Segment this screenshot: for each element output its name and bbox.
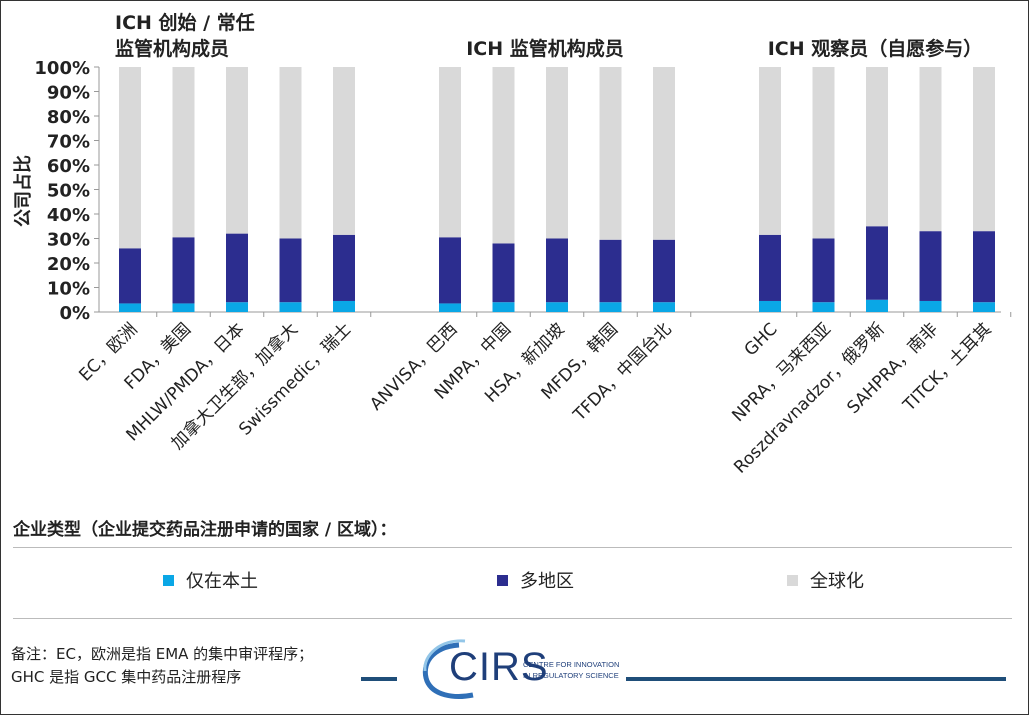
y-tick-label: 90% [47,83,90,104]
bar-segment-multiregion [119,248,141,304]
bar-segment-multiregion [279,238,302,303]
logo-rule-right [626,677,1006,681]
bar-segment-domestic [546,302,568,312]
bar-segment-multiregion [866,226,888,300]
y-tick-label: 50% [47,181,90,202]
x-tick-label: NPRA，马来西亚 [728,319,835,426]
legend-label-multiregion: 多地区 [520,571,574,592]
bar-segment-global [759,67,781,235]
y-axis-title: 公司占比 [12,155,34,227]
legend-swatch-domestic [163,574,174,586]
logo-swoosh-icon [422,639,474,699]
footnote-line-1: 备注：EC，欧洲是指 EMA 的集中审评程序； [11,645,314,663]
stacked-bar-chart: 0%10%20%30%40%50%60%70%80%90%100%公司占比EC，… [12,11,1012,478]
bar-segment-domestic [172,303,195,312]
bar-segment-multiregion [492,243,515,303]
y-tick-label: 0% [59,303,90,324]
bar-segment-global [226,67,248,234]
bar-segment-domestic [279,302,302,312]
group-title: 监管机构成员 [115,37,229,60]
legend-item-global: 全球化 [787,567,864,593]
y-tick-label: 70% [47,132,90,153]
legend-swatch-multiregion [497,574,508,586]
bar-segment-domestic [919,300,942,312]
bar-segment-multiregion [599,239,622,303]
bar-segment-domestic [439,303,461,312]
bar-segment-global [812,67,835,239]
y-tick-label: 10% [47,279,90,300]
bar-segment-global [973,67,995,232]
footnote: 备注：EC，欧洲是指 EMA 的集中审评程序； GHC 是指 GCC 集中药品注… [11,643,313,689]
bar-segment-global [439,67,461,238]
bar-segment-global [119,67,141,249]
bar-segment-domestic [492,302,515,312]
bar-segment-global [866,67,888,227]
legend: 仅在本土 多地区 全球化 [1,567,1029,595]
logo-subtext-line-2: IN REGULATORY SCIENCE [523,671,619,680]
y-tick-label: 60% [47,156,90,177]
bar-segment-multiregion [172,237,195,304]
divider [13,547,1012,548]
divider [13,618,1012,619]
bar-segment-domestic [119,303,141,312]
logo-text: CIRS [449,645,549,689]
bar-segment-multiregion [333,234,355,301]
y-tick-label: 30% [47,230,90,251]
bar-segment-global [172,67,195,238]
legend-item-multiregion: 多地区 [497,567,574,593]
bar-segment-domestic [812,302,835,312]
bar-segment-multiregion [653,239,675,303]
bar-segment-domestic [973,302,995,312]
bar-segment-multiregion [439,237,461,304]
y-tick-label: 20% [47,254,90,275]
legend-label-domestic: 仅在本土 [186,571,258,592]
group-title: ICH 创始 / 常任 [115,11,255,34]
bar-segment-multiregion [919,231,942,301]
bar-segment-multiregion [759,234,781,301]
bar-segment-global [279,67,302,239]
x-tick-label: TFDA，中国台北 [569,319,675,425]
bar-segment-domestic [333,300,355,312]
group-title: ICH 观察员（自愿参与） [768,37,983,60]
bar-segment-domestic [226,302,248,312]
footnote-line-2: GHC 是指 GCC 集中药品注册程序 [11,668,242,686]
bar-segment-multiregion [226,233,248,303]
legend-item-domestic: 仅在本土 [163,567,258,593]
legend-title: 企业类型（企业提交药品注册申请的国家 / 区域）： [13,520,397,540]
bar-segment-domestic [653,302,675,312]
legend-swatch-global [787,574,798,586]
x-tick-label: GHC [741,319,782,360]
logo-subtext-line-1: CENTRE FOR INNOVATION [523,660,620,669]
y-tick-label: 100% [34,58,90,79]
bar-segment-domestic [866,299,888,312]
cirs-logo: CIRS CENTRE FOR INNOVATION IN REGULATORY… [413,635,625,703]
bar-segment-global [546,67,568,239]
bar-segment-global [653,67,675,240]
group-title: ICH 监管机构成员 [466,37,624,60]
bar-segment-multiregion [546,238,568,303]
bar-segment-domestic [599,302,622,312]
bar-segment-domestic [759,300,781,312]
logo-subtext: CENTRE FOR INNOVATION IN REGULATORY SCIE… [523,659,619,681]
bar-segment-global [333,67,355,235]
x-tick-label: SAHPRA，南非 [843,319,942,418]
y-tick-label: 40% [47,205,90,226]
bar-segment-global [919,67,942,232]
bar-segment-multiregion [812,238,835,303]
bar-segment-multiregion [973,231,995,303]
logo-rule-left [361,677,397,681]
bar-segment-global [599,67,622,240]
y-tick-label: 80% [47,107,90,128]
bar-segment-global [492,67,515,244]
legend-label-global: 全球化 [810,571,864,592]
